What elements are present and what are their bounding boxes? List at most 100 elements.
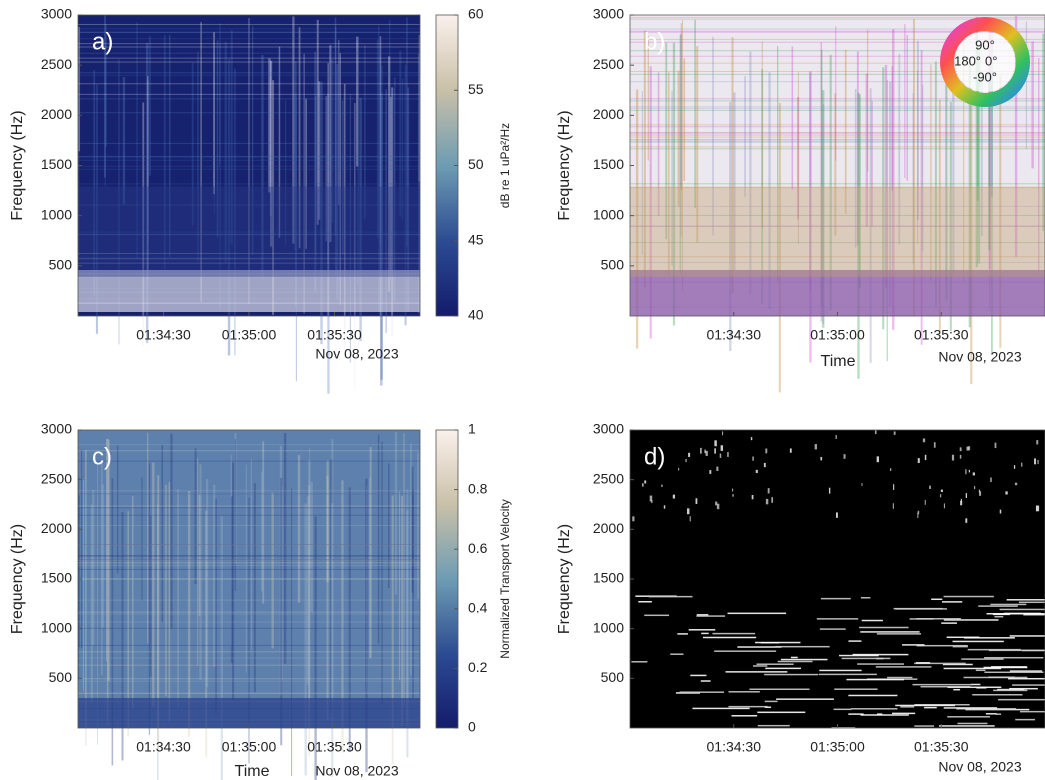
spectrogram-band — [78, 507, 420, 509]
colorbar-tick-label: 45 — [468, 231, 484, 247]
spectrogram-streak — [959, 454, 962, 459]
spectrogram-streak — [369, 478, 371, 659]
spectrogram-band — [78, 555, 420, 557]
spectrogram-streak — [220, 516, 223, 780]
spectrogram-streak — [854, 88, 857, 248]
spectrogram-streak — [205, 511, 208, 758]
spectrogram-streak — [141, 477, 143, 601]
spectrogram-streak — [261, 471, 263, 592]
spectrogram-streak — [398, 491, 401, 680]
spectrogram-streak — [326, 475, 329, 721]
y-tick-label: 1000 — [41, 619, 72, 635]
date-label: Nov 08, 2023 — [938, 349, 1021, 365]
spectrogram-streak — [269, 60, 272, 217]
y-tick-label: 1000 — [41, 206, 72, 222]
spectrogram-streak — [934, 61, 937, 307]
spectrogram-streak — [314, 96, 317, 255]
y-tick-label: 1000 — [593, 206, 624, 222]
spectrogram-band — [630, 126, 1045, 128]
spectrogram-streak — [960, 500, 963, 506]
spectrogram-streak — [988, 29, 991, 270]
x-tick-label: 01:34:30 — [136, 739, 191, 755]
spectrogram-streak — [292, 16, 295, 244]
spectrogram-band — [820, 597, 851, 600]
spectrogram-streak — [320, 81, 323, 345]
colorbar-label: Normalized Transport Velocity — [498, 499, 512, 658]
spectrogram-streak — [920, 50, 923, 345]
spectrogram-streak — [187, 491, 191, 737]
spectrogram-streak — [401, 495, 404, 726]
spectrogram-band — [696, 614, 709, 616]
spectrogram-streak — [407, 87, 410, 312]
spectrogram-streak — [234, 438, 236, 592]
spectrogram-streak — [78, 98, 80, 257]
spectrogram-streak — [677, 70, 680, 207]
spectrogram-band — [712, 632, 756, 635]
spectrogram-band — [757, 711, 806, 714]
spectrogram-band — [78, 568, 420, 570]
spectrogram-band — [78, 43, 420, 45]
date-label: Nov 08, 2023 — [315, 763, 398, 779]
spectrogram-band — [688, 629, 716, 631]
spectrogram-streak — [82, 480, 84, 692]
spectrogram-band — [887, 676, 913, 679]
spectrogram-band — [961, 658, 1004, 660]
spectrogram-band — [78, 234, 420, 236]
y-tick-label: 2500 — [41, 56, 72, 72]
spectrogram-streak — [308, 485, 311, 757]
y-tick-label: 2500 — [41, 470, 72, 486]
spectrogram-streak — [197, 51, 199, 262]
spectrogram-band — [728, 691, 760, 693]
spectrogram-band — [963, 637, 1015, 639]
spectrogram-streak — [206, 479, 209, 688]
spectrogram-band — [764, 706, 772, 709]
spectrogram-streak — [145, 43, 149, 344]
spectrogram-streak — [657, 72, 660, 217]
y-tick-label: 2000 — [41, 106, 72, 122]
spectrogram-band — [630, 50, 1045, 52]
spectrogram-streak — [651, 500, 653, 504]
spectrogram-streak — [755, 469, 758, 474]
spectrogram-streak — [281, 486, 283, 681]
spectrogram-streak — [979, 491, 982, 496]
spectrogram-streak — [357, 36, 359, 286]
y-tick-label: 1500 — [593, 570, 624, 586]
spectrogram-streak — [308, 460, 311, 711]
phase-wheel-label: 0° — [985, 53, 997, 68]
spectrogram-streak — [198, 494, 201, 617]
spectrogram-streak — [327, 94, 330, 394]
spectrogram-streak — [163, 35, 166, 270]
spectrogram-streak — [104, 51, 106, 187]
spectrogram-band — [749, 688, 810, 691]
spectrogram-band — [924, 706, 937, 709]
spectrogram-streak — [771, 497, 774, 503]
low-band — [78, 270, 420, 312]
spectrogram-streak — [672, 42, 676, 326]
spectrogram-streak — [906, 34, 908, 181]
spectrogram-streak — [884, 64, 888, 288]
spectrogram-streak — [916, 40, 919, 220]
spectrogram-streak — [271, 492, 274, 649]
spectrogram-band — [943, 595, 994, 598]
spectrogram-band — [1015, 718, 1035, 721]
spectrogram-streak — [417, 53, 420, 314]
spectrogram-streak — [1031, 41, 1034, 169]
spectrogram-streak — [682, 19, 684, 292]
spectrogram-band — [78, 493, 420, 495]
spectrogram-band — [1009, 670, 1043, 672]
spectrogram-streak — [751, 494, 754, 500]
spectrogram-streak — [122, 77, 126, 205]
spectrogram-streak — [809, 72, 812, 291]
spectrogram-streak — [318, 81, 321, 220]
spectrogram-streak — [84, 450, 87, 746]
spectrogram-streak — [912, 92, 914, 264]
spectrogram-streak — [148, 463, 151, 735]
spectrogram-streak — [695, 498, 698, 504]
spectrogram-band — [630, 41, 1045, 43]
spectrogram-streak — [888, 81, 892, 307]
spectrogram-streak — [327, 63, 329, 320]
spectrogram-streak — [977, 45, 981, 264]
spectrogram-streak — [295, 98, 297, 382]
y-tick-label: 2500 — [593, 470, 624, 486]
spectrogram-band — [630, 139, 1045, 141]
